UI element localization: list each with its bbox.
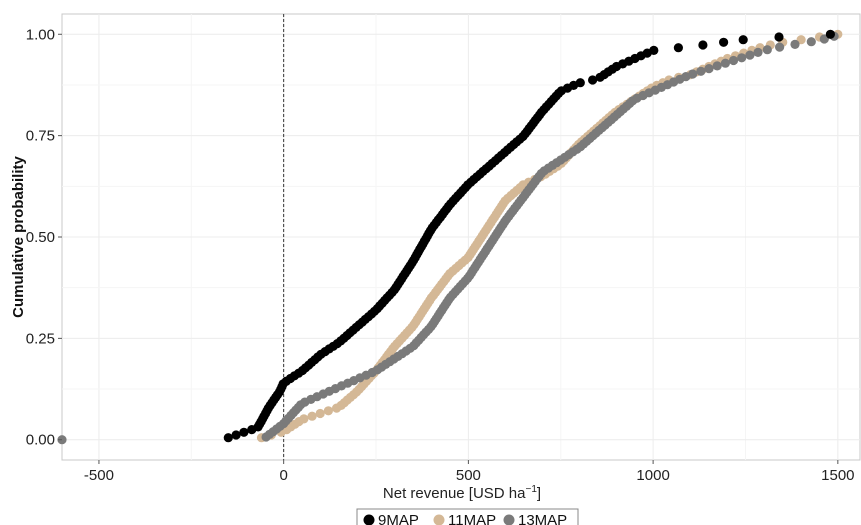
- legend-marker-9map: [363, 514, 375, 525]
- y-axis-title: Cumulative probability: [10, 156, 27, 318]
- data-point: [738, 35, 748, 45]
- data-point: [704, 64, 714, 74]
- data-point: [775, 42, 785, 52]
- legend-marker-13map: [503, 514, 515, 525]
- x-tick-label: 500: [456, 467, 481, 484]
- data-point: [762, 45, 772, 55]
- x-axis-title: Net revenue [USD ha−1]: [383, 484, 541, 502]
- y-axis-ticks: 0.00 0.25 0.50 0.75 1.00: [26, 26, 62, 449]
- x-axis-title-suffix: ]: [537, 485, 541, 502]
- data-point: [673, 43, 684, 53]
- legend-items: 9MAP 11MAP 13MAP: [363, 512, 567, 525]
- data-point: [753, 47, 763, 58]
- x-tick-label: 1500: [821, 467, 854, 484]
- y-tick-label: 0.00: [26, 432, 55, 449]
- legend-label-13map: 13MAP: [518, 512, 567, 525]
- data-point: [737, 53, 747, 63]
- legend-label-9map: 9MAP: [378, 512, 419, 525]
- data-point: [239, 427, 249, 437]
- x-axis-title-superscript: −1: [526, 484, 538, 495]
- data-point: [806, 37, 816, 47]
- data-point: [223, 433, 233, 443]
- data-point: [575, 78, 585, 88]
- y-tick-label: 1.00: [26, 26, 55, 43]
- data-point: [323, 406, 333, 416]
- data-point: [299, 414, 309, 424]
- data-point: [712, 61, 722, 71]
- data-point: [774, 32, 784, 42]
- data-point: [698, 40, 708, 50]
- data-point: [315, 408, 325, 419]
- data-point: [307, 411, 317, 421]
- x-axis-title-main: Net revenue [USD ha: [383, 485, 526, 502]
- y-tick-label: 0.50: [26, 229, 55, 246]
- data-point: [790, 39, 800, 50]
- legend-marker-11map: [433, 514, 445, 525]
- data-point: [825, 29, 836, 39]
- grid-lines: [62, 14, 860, 460]
- x-tick-label: 0: [279, 467, 287, 484]
- x-tick-label: 1000: [636, 467, 669, 484]
- data-points: [57, 29, 843, 445]
- data-point: [728, 55, 739, 66]
- data-point: [719, 37, 729, 47]
- series-9map-points: [223, 29, 836, 443]
- data-point: [720, 58, 731, 68]
- data-point: [696, 66, 706, 76]
- data-point: [649, 45, 659, 56]
- data-point: [231, 430, 241, 440]
- y-tick-label: 0.25: [26, 330, 55, 347]
- data-point: [688, 69, 698, 79]
- x-tick-label: -500: [84, 467, 114, 484]
- legend: 9MAP 11MAP 13MAP: [356, 508, 579, 525]
- data-point: [745, 50, 755, 60]
- data-point: [588, 75, 598, 85]
- legend-label-11map: 11MAP: [448, 512, 496, 525]
- y-tick-label: 0.75: [26, 128, 55, 145]
- series-13map-points: [57, 31, 839, 445]
- x-axis-ticks: -500 0 500 1000 1500: [84, 460, 855, 484]
- legend-box: [356, 508, 579, 525]
